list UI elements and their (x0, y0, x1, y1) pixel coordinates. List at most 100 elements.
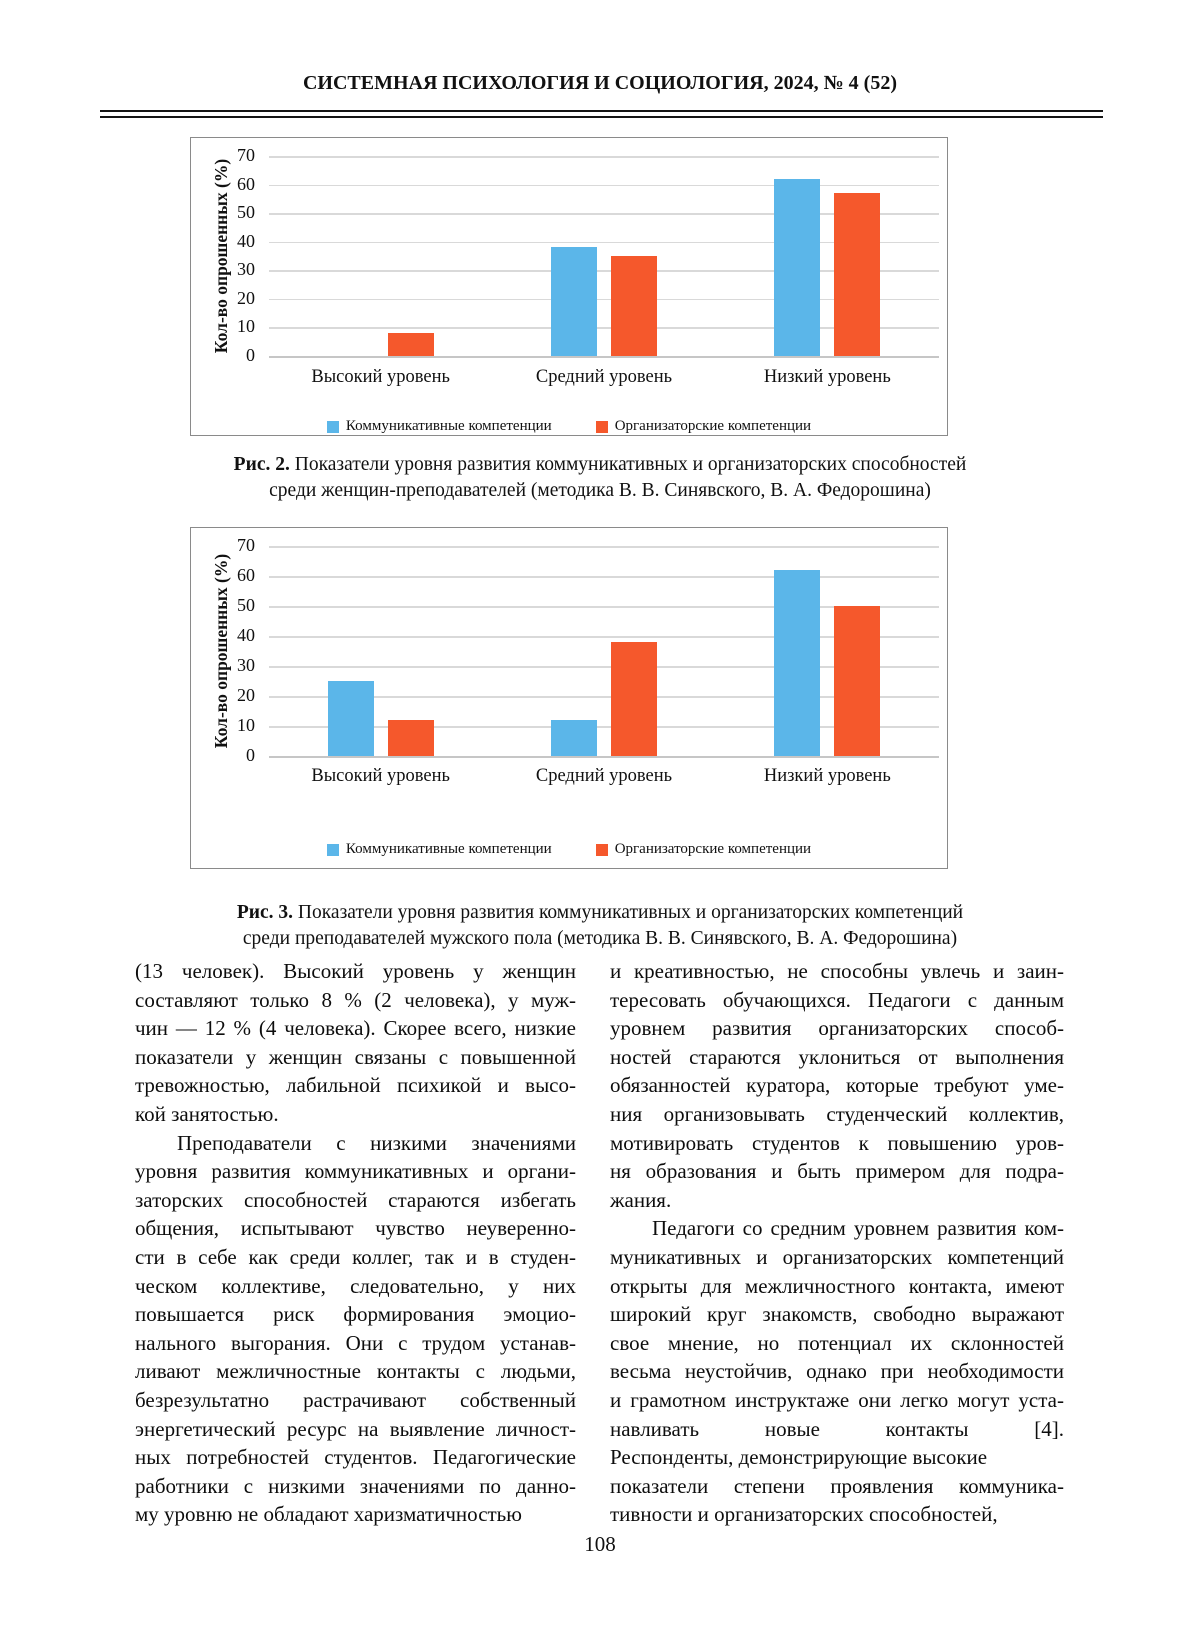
legend-label: Коммуникативные компетенции (345, 841, 552, 857)
text-line: ческом коллективе, следовательно, у них (135, 1273, 576, 1298)
figure3-bar-chart: 0 10 20 30 40 50 60 70 Кол-во опрошенных (%) Высо… (190, 527, 948, 869)
gridline (269, 576, 939, 578)
figure2-caption-text: Показатели уровня развития коммуникативн… (289, 454, 967, 475)
gridline (269, 356, 939, 358)
gridline (269, 156, 939, 158)
figure2-label: Рис. 2. (233, 454, 290, 475)
text-line: мотивировать студентов к повышению уров- (610, 1130, 1064, 1155)
y-tick-label: 70 (237, 145, 255, 165)
text-line: сти в себе как среди коллег, так и в сту… (135, 1244, 576, 1269)
page-number: 108 (584, 1532, 616, 1556)
text-line: безрезультатно растрачивают собственный (135, 1387, 576, 1412)
text-line: кой занятостью. (135, 1101, 279, 1126)
gridline (269, 606, 939, 608)
text-line: обязанностей куратора, которые требуют у… (610, 1073, 1064, 1098)
legend-label: Организаторские компетенции (614, 418, 812, 434)
journal-header: СИСТЕМНАЯ ПСИХОЛОГИЯ И СОЦИОЛОГИЯ, 2024,… (302, 72, 897, 94)
caption-line-1: Рис. 2. Показатели уровня развития комму… (100, 452, 1100, 478)
figure2-caption: Рис. 2. Показатели уровня развития комму… (100, 452, 1100, 504)
legend-swatch-icon (326, 420, 339, 433)
y-tick-label: 10 (237, 715, 255, 735)
y-tick-label: 30 (237, 655, 255, 675)
caption-line-2: среди женщин-преподавателей (методика В.… (269, 480, 931, 501)
text-line: уровнем развития организаторских способ- (610, 1016, 1064, 1041)
figure3-caption: Рис. 3. Показатели уровня развития комму… (100, 900, 1100, 952)
legend-swatch-icon (595, 420, 608, 433)
y-tick-label: 40 (237, 230, 255, 251)
text-line: Преподаватели с низкими значениями (177, 1130, 576, 1155)
figure3-label: Рис. 3. (236, 902, 294, 923)
legend-swatch-icon (326, 843, 339, 856)
bar-series2-cat2 (611, 642, 657, 756)
text-line: свое мнение, но потенциал их склонностей (610, 1330, 1064, 1355)
figure3-caption-text: Показатели уровня развития коммуникативн… (293, 902, 964, 923)
gridline (269, 756, 939, 758)
gridline (269, 636, 939, 638)
bar-series2-cat3 (834, 606, 881, 756)
bar-series2-cat3 (834, 193, 881, 356)
chart-legend: Коммуникативные компетенции Организаторск… (191, 418, 947, 435)
legend-label: Коммуникативные компетенции (345, 418, 552, 434)
text-line: широкий круг знакомств, свободно выражаю… (610, 1302, 1064, 1327)
caption-line-2: среди преподавателей мужского пола (мето… (242, 928, 958, 949)
text-line: тревожностью, лабильной психикой и высо- (135, 1073, 576, 1098)
bar-series1-cat2 (551, 720, 597, 756)
text-line: открыты для межличностного контакта, име… (610, 1273, 1064, 1298)
text-column-left: (13 человек). Высокий уровень у женщин со… (135, 957, 576, 1529)
text-line: ливают межличностные контакты с людьми, (135, 1359, 576, 1384)
y-tick-label: 20 (237, 287, 255, 308)
gridline (269, 666, 939, 668)
y-tick-label: 40 (237, 625, 255, 645)
bar-series2-cat1 (387, 720, 434, 756)
text-line: Педагоги со средним уровнем развития ком… (652, 1216, 1064, 1241)
caption-line-1: Рис. 3. Показатели уровня развития комму… (100, 900, 1100, 926)
text-line: составляют только 8 % (2 человека), у му… (135, 987, 576, 1012)
text-line: работники с низкими значениями по данно- (135, 1473, 576, 1498)
gridline (269, 546, 939, 548)
x-category-label: Средний уровень (535, 766, 673, 786)
y-tick-label: 50 (237, 595, 255, 615)
y-tick-label: 0 (246, 345, 255, 365)
legend-item-series2: Организаторские компетенции (595, 418, 812, 435)
text-line: ния организовывать студенческий коллекти… (610, 1101, 1064, 1126)
gridline (269, 298, 939, 301)
bar-series1-cat1 (327, 681, 374, 756)
gridline (269, 270, 939, 272)
text-line: (13 человек). Высокий уровень у женщин (135, 959, 576, 983)
text-line: муникативных и организаторских компетенц… (610, 1244, 1064, 1269)
x-category-label: Высокий уровень (311, 766, 450, 786)
legend-label: Организаторские компетенции (614, 841, 812, 857)
x-category-label: Высокий уровень (311, 367, 450, 387)
x-category-label: Низкий уровень (763, 766, 891, 786)
text-line: повышается риск формирования эмоцио- (135, 1302, 576, 1327)
legend-item-series1: Коммуникативные компетенции (326, 418, 552, 435)
y-tick-label: 50 (237, 202, 255, 223)
text-line: му уровню не обладают харизматичностью (135, 1502, 522, 1527)
text-line: тересовать обучающихся. Педагоги с данны… (610, 987, 1064, 1012)
gridline (269, 241, 939, 244)
gridline (269, 213, 939, 215)
legend-swatch-icon (595, 843, 608, 856)
legend-item-series2: Организаторские компетенции (595, 841, 812, 858)
text-line: навливать новые контакты [4]. (610, 1416, 1064, 1441)
text-line: тивности и организаторских способностей, (610, 1502, 998, 1527)
text-line: ностей стараются уклониться от выполнени… (610, 1044, 1064, 1069)
y-axis-title: Кол-во опрошенных (%) (210, 158, 231, 354)
gridline (269, 327, 939, 329)
bar-series1-cat3 (774, 570, 821, 756)
y-tick-label: 10 (237, 316, 255, 337)
y-tick-label: 60 (237, 565, 255, 585)
bar-series2-cat1 (387, 333, 434, 356)
header-rule (100, 110, 1103, 118)
x-category-label: Низкий уровень (763, 367, 891, 387)
gridline (269, 726, 939, 728)
text-line: Респонденты, демонстрирующие высокие (610, 1445, 988, 1470)
y-tick-label: 30 (237, 259, 255, 280)
y-axis-title: Кол-во опрошенных (%) (210, 553, 231, 749)
bar-series2-cat2 (611, 256, 657, 356)
text-line: жания. (610, 1187, 672, 1212)
text-line: заторских способностей стараются избегат… (135, 1187, 576, 1212)
text-line: и креативностью, не способны увлечь и за… (610, 959, 1064, 983)
text-line: показатели степени проявления коммуника- (610, 1473, 1064, 1498)
